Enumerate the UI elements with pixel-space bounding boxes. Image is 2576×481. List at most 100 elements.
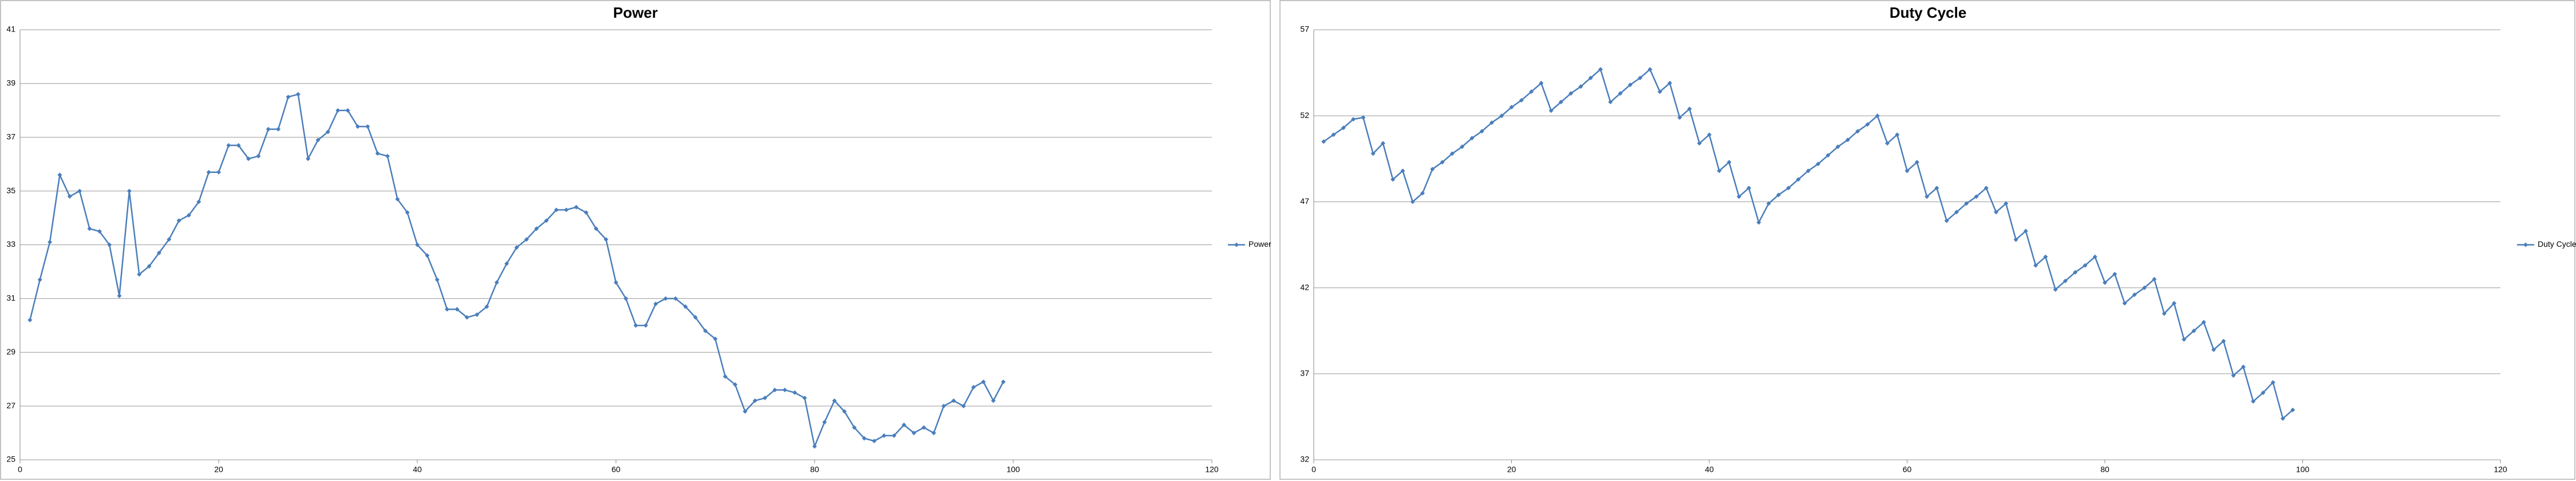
x-tick-label: 120 bbox=[2494, 465, 2507, 474]
data-point bbox=[1449, 151, 1455, 156]
data-point bbox=[1895, 132, 1900, 137]
data-point bbox=[236, 143, 241, 148]
data-point bbox=[2182, 337, 2187, 342]
data-point bbox=[971, 385, 976, 390]
data-point bbox=[951, 398, 956, 403]
data-point bbox=[434, 277, 440, 282]
data-point bbox=[752, 398, 757, 403]
data-point bbox=[1331, 132, 1336, 137]
data-point bbox=[345, 108, 350, 113]
data-point bbox=[1539, 81, 1544, 86]
data-point bbox=[1638, 76, 1643, 81]
data-point bbox=[1529, 89, 1534, 94]
y-tick-label: 52 bbox=[1300, 111, 1309, 120]
data-point bbox=[1351, 117, 1356, 122]
x-tick-label: 100 bbox=[2296, 465, 2310, 474]
data-point bbox=[186, 212, 191, 218]
data-point bbox=[891, 433, 896, 438]
data-point bbox=[1835, 144, 1840, 149]
data-point bbox=[57, 172, 62, 178]
data-point bbox=[1558, 100, 1563, 105]
y-tick-label: 25 bbox=[6, 455, 15, 464]
data-point bbox=[1460, 144, 1465, 149]
chart-panel bbox=[0, 0, 1271, 480]
data-point bbox=[1519, 98, 1524, 103]
data-point bbox=[623, 296, 629, 301]
data-point bbox=[87, 226, 92, 231]
data-point bbox=[2053, 287, 2058, 292]
data-point bbox=[1667, 81, 1672, 86]
data-point bbox=[455, 307, 460, 312]
y-tick-label: 29 bbox=[6, 347, 15, 356]
y-tick-label: 31 bbox=[6, 293, 15, 302]
data-point bbox=[1001, 379, 1006, 384]
y-tick-label: 47 bbox=[1300, 196, 1309, 206]
data-point bbox=[733, 382, 738, 387]
data-point bbox=[276, 127, 281, 132]
data-point bbox=[2162, 311, 2167, 316]
data-point bbox=[1865, 122, 1870, 127]
data-point bbox=[772, 387, 777, 392]
data-point bbox=[1974, 194, 1979, 199]
data-point bbox=[2231, 373, 2236, 378]
data-point bbox=[633, 323, 638, 328]
x-tick-label: 60 bbox=[1903, 465, 1912, 474]
data-point bbox=[713, 336, 718, 341]
data-point bbox=[594, 226, 599, 231]
data-point bbox=[2221, 338, 2226, 344]
data-point bbox=[1747, 186, 1752, 191]
data-point bbox=[1845, 137, 1850, 143]
legend-label: Duty Cycle bbox=[2538, 239, 2576, 249]
data-point bbox=[554, 207, 559, 212]
data-point bbox=[1410, 199, 1415, 204]
data-point bbox=[1805, 168, 1811, 174]
data-point bbox=[107, 242, 112, 247]
data-point bbox=[1548, 108, 1554, 113]
data-point bbox=[941, 404, 946, 409]
data-point bbox=[1687, 107, 1692, 112]
data-point bbox=[2211, 347, 2217, 352]
data-point bbox=[475, 312, 480, 317]
data-point bbox=[375, 151, 380, 156]
data-point bbox=[1766, 201, 1771, 206]
data-point bbox=[1944, 218, 1949, 223]
data-point bbox=[147, 264, 152, 269]
data-point bbox=[1341, 125, 1346, 131]
data-point bbox=[762, 396, 768, 401]
chart-title: Power bbox=[613, 4, 658, 21]
data-point bbox=[1400, 168, 1405, 174]
data-point bbox=[1736, 194, 1741, 199]
data-point bbox=[961, 404, 966, 409]
data-point bbox=[1875, 113, 1880, 119]
data-point bbox=[544, 218, 549, 223]
data-point bbox=[1984, 186, 1989, 191]
x-tick-label: 0 bbox=[18, 465, 22, 474]
x-tick-label: 80 bbox=[2100, 465, 2109, 474]
data-point bbox=[306, 156, 311, 161]
data-point bbox=[862, 436, 867, 441]
data-point bbox=[315, 137, 321, 143]
x-tick-label: 60 bbox=[611, 465, 621, 474]
x-tick-label: 80 bbox=[810, 465, 819, 474]
data-point bbox=[1361, 115, 1366, 120]
data-point bbox=[902, 422, 907, 427]
data-point bbox=[2142, 285, 2147, 290]
data-point bbox=[882, 433, 887, 438]
data-point bbox=[246, 156, 251, 161]
data-point bbox=[1756, 220, 1761, 225]
data-point bbox=[1627, 82, 1633, 88]
data-point bbox=[2043, 254, 2048, 259]
data-point bbox=[226, 143, 231, 148]
y-tick-label: 39 bbox=[6, 78, 15, 88]
data-point bbox=[1578, 84, 1583, 89]
data-point bbox=[673, 296, 678, 301]
data-point bbox=[1884, 141, 1890, 146]
data-point bbox=[48, 239, 53, 245]
data-point bbox=[1954, 210, 1959, 215]
data-point bbox=[603, 237, 609, 242]
data-point bbox=[156, 250, 161, 255]
data-point bbox=[295, 92, 301, 97]
data-point bbox=[2251, 399, 2256, 404]
data-point bbox=[385, 153, 390, 159]
data-point bbox=[286, 94, 291, 100]
